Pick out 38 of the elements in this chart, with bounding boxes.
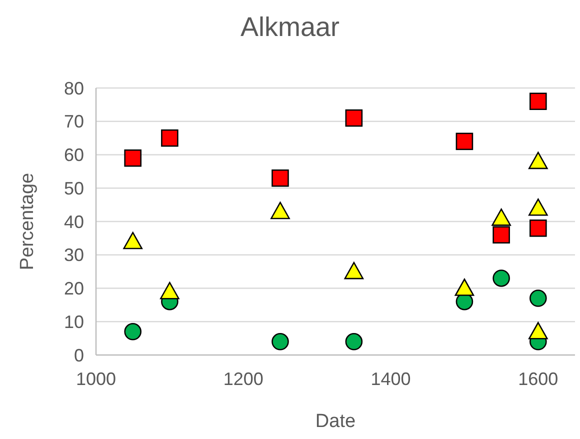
x-tick-label: 1200 bbox=[223, 369, 264, 389]
x-tick-label: 1400 bbox=[370, 369, 411, 389]
point bbox=[528, 322, 548, 340]
point bbox=[124, 149, 142, 167]
point bbox=[270, 202, 290, 220]
point bbox=[530, 92, 547, 110]
y-tick-label: 30 bbox=[64, 245, 84, 266]
y-tick-label: 70 bbox=[64, 112, 84, 132]
y-tick-label: 0 bbox=[74, 345, 84, 366]
y-tick-label: 20 bbox=[64, 278, 84, 299]
y-tick-label: 80 bbox=[64, 78, 84, 98]
point bbox=[492, 226, 510, 244]
y-axis-title: Percentage bbox=[17, 172, 38, 270]
point bbox=[160, 282, 180, 300]
point bbox=[344, 262, 364, 280]
point bbox=[530, 220, 547, 237]
point bbox=[454, 278, 474, 296]
point bbox=[456, 132, 474, 150]
point bbox=[528, 198, 548, 216]
point bbox=[492, 270, 510, 287]
point bbox=[123, 232, 142, 250]
point bbox=[124, 322, 142, 340]
y-tick-label: 10 bbox=[64, 312, 84, 332]
point bbox=[345, 333, 363, 350]
point bbox=[345, 109, 363, 127]
y-tick-label: 50 bbox=[64, 178, 84, 198]
y-tick-label: 40 bbox=[64, 212, 84, 232]
x-tick-label: 1600 bbox=[518, 369, 558, 389]
y-tick-label: 60 bbox=[64, 145, 84, 166]
point bbox=[528, 152, 548, 170]
chart-title: Alkmaar bbox=[240, 12, 340, 42]
point bbox=[492, 208, 511, 226]
x-axis-title: Date bbox=[315, 411, 356, 432]
point bbox=[272, 333, 289, 350]
x-tick-label: 1000 bbox=[76, 369, 116, 389]
point bbox=[530, 290, 547, 307]
point bbox=[161, 129, 178, 147]
point bbox=[272, 169, 289, 187]
